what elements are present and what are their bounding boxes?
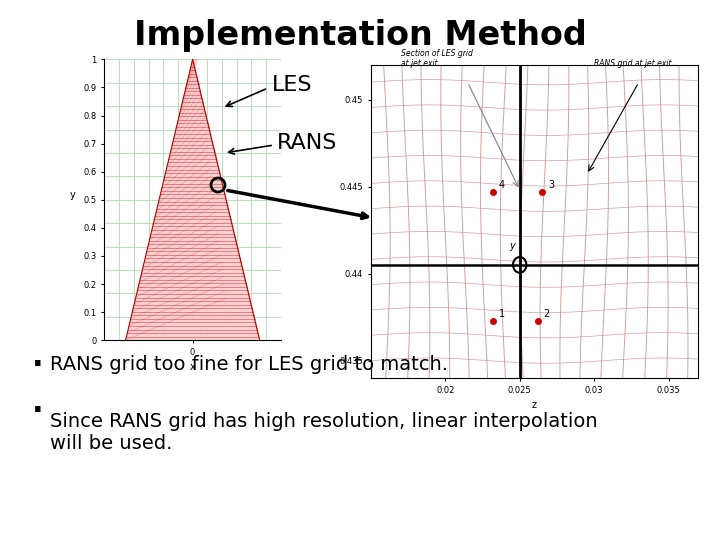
Y-axis label: y: y xyxy=(70,190,76,200)
Text: ·: · xyxy=(32,350,44,380)
Text: 3: 3 xyxy=(548,180,554,190)
Text: ·: · xyxy=(32,397,44,427)
Text: y: y xyxy=(510,241,516,251)
Text: RANS grid at jet exit: RANS grid at jet exit xyxy=(594,59,672,68)
Text: 4: 4 xyxy=(499,180,505,190)
Text: RANS grid too fine for LES grid to match.: RANS grid too fine for LES grid to match… xyxy=(50,355,448,375)
X-axis label: x: x xyxy=(190,362,195,373)
Text: RANS: RANS xyxy=(277,133,338,153)
Text: Implementation Method: Implementation Method xyxy=(134,18,586,51)
Text: 2: 2 xyxy=(544,309,550,319)
Text: LES: LES xyxy=(272,75,312,95)
Text: Since RANS grid has high resolution, linear interpolation
will be used.: Since RANS grid has high resolution, lin… xyxy=(50,412,598,453)
Text: Section of LES grid
at jet exit: Section of LES grid at jet exit xyxy=(400,49,472,68)
X-axis label: z: z xyxy=(532,400,537,410)
Text: 1: 1 xyxy=(499,309,505,319)
